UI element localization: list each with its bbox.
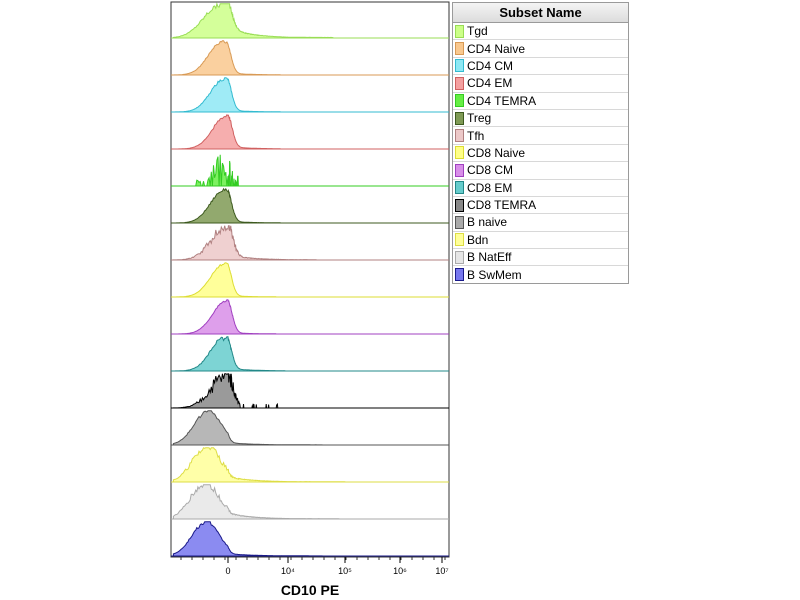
histogram-cd4-naive	[171, 40, 449, 76]
legend-label: CD8 EM	[467, 180, 513, 195]
legend-entry: CD4 TEMRA	[453, 93, 628, 110]
histogram-treg	[171, 187, 449, 224]
histogram-cd8-naive	[171, 262, 449, 298]
histogram-bdn	[171, 447, 449, 483]
legend-entry: CD4 Naive	[453, 40, 628, 58]
legend-label: B naive	[467, 215, 508, 230]
histogram-tfh	[171, 225, 449, 261]
x-tick-label: 0	[225, 566, 230, 576]
legend-swatch	[455, 111, 464, 125]
legend-label: Tfh	[467, 128, 485, 143]
legend-entry: CD4 CM	[453, 58, 628, 76]
legend-entry: CD4 EM	[453, 75, 628, 93]
legend-entry: CD8 TEMRA	[453, 197, 628, 215]
legend-label: CD8 Naive	[467, 145, 526, 160]
legend-swatch	[455, 268, 464, 282]
histogram-cd8-cm	[171, 299, 449, 335]
legend-swatch	[455, 129, 464, 143]
x-tick-label: 10⁴	[281, 566, 295, 576]
histogram-cd4-cm	[171, 77, 449, 113]
legend-swatch	[455, 42, 464, 56]
x-tick-label: 10⁷	[435, 566, 448, 576]
legend-swatch	[455, 163, 464, 177]
legend-label: Treg	[467, 111, 492, 126]
legend-entry: Tfh	[453, 127, 628, 145]
legend-entry: Treg	[453, 110, 628, 128]
legend-label: CD8 CM	[467, 163, 514, 178]
legend-label: CD4 TEMRA	[467, 93, 537, 108]
x-tick-label: 10⁵	[338, 566, 352, 576]
histogram-cd8-em	[171, 336, 449, 372]
legend-swatch	[455, 76, 464, 90]
legend: Subset Name Tgd CD4 Naive CD4 CM CD4 EM CD4 …	[452, 2, 629, 284]
legend-entry: Bdn	[453, 232, 628, 250]
histogram-tgd	[171, 2, 449, 39]
histogram-cd4-temra	[171, 154, 449, 187]
legend-swatch	[455, 94, 464, 108]
legend-label: Bdn	[467, 232, 489, 247]
histogram-b-naive	[171, 410, 449, 446]
legend-label: CD4 Naive	[467, 41, 526, 56]
histogram-b-swmem	[171, 521, 449, 557]
legend-entry: Tgd	[453, 23, 628, 41]
legend-swatch	[455, 146, 464, 160]
histogram-cd4-em	[171, 114, 449, 150]
legend-entry: CD8 EM	[453, 180, 628, 197]
histogram-cd8-temra	[171, 373, 449, 409]
legend-label: Tgd	[467, 24, 488, 39]
legend-title: Subset Name	[453, 3, 628, 23]
legend-entry: CD8 CM	[453, 162, 628, 180]
legend-swatch	[455, 198, 464, 212]
legend-swatch	[455, 181, 464, 195]
legend-entry: B naive	[453, 214, 628, 232]
x-axis: 0 10⁴ 10⁵ 10⁶ 10⁷	[180, 557, 449, 576]
legend-swatch	[455, 250, 464, 264]
legend-entry: B SwMem	[453, 266, 628, 282]
legend-label: CD4 EM	[467, 76, 513, 91]
legend-label: CD8 TEMRA	[467, 198, 537, 213]
x-axis-label: CD10 PE	[280, 582, 340, 598]
legend-swatch	[455, 24, 464, 38]
histogram-area	[172, 2, 378, 39]
x-tick-label: 10⁶	[393, 566, 407, 576]
legend-entry: CD8 Naive	[453, 145, 628, 163]
legend-label: B SwMem	[467, 267, 522, 282]
legend-rows: Tgd CD4 Naive CD4 CM CD4 EM CD4 TEMRA Treg Tfh…	[453, 23, 628, 283]
histogram-b-nateff	[171, 484, 449, 520]
legend-entry: B NatEff	[453, 249, 628, 267]
legend-swatch	[455, 59, 464, 73]
legend-swatch	[455, 233, 464, 247]
plot-area	[170, 1, 450, 558]
legend-label: B NatEff	[467, 250, 512, 265]
legend-label: CD4 CM	[467, 58, 514, 73]
legend-swatch	[455, 215, 464, 229]
